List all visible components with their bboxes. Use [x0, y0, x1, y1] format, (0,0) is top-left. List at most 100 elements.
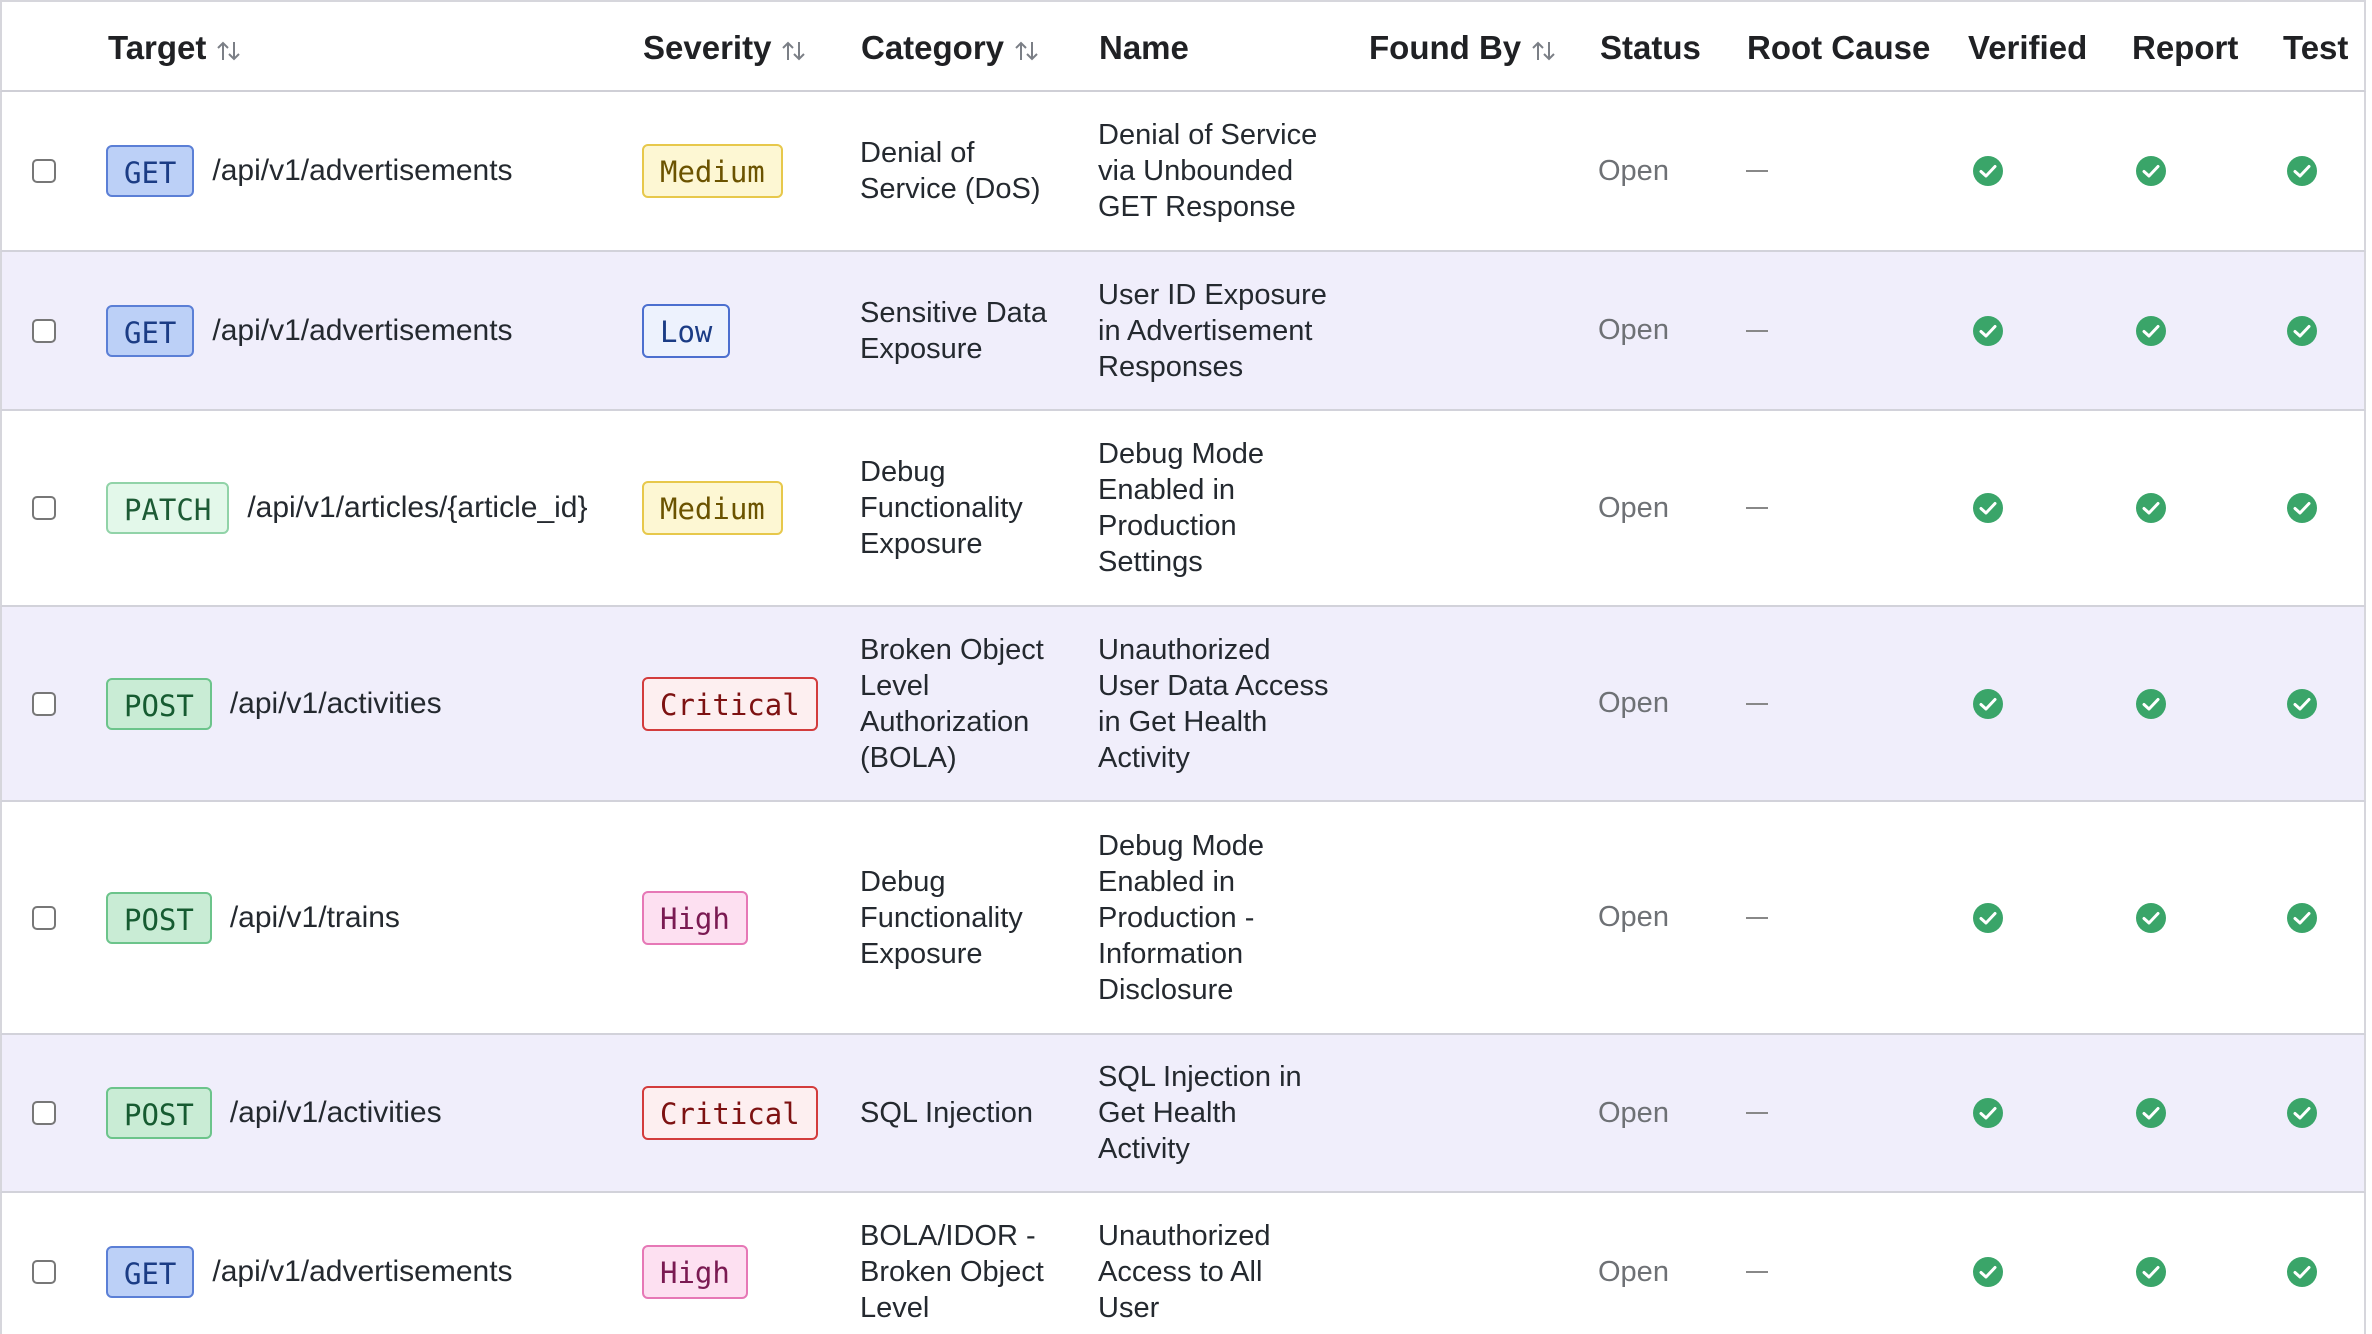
check-circle-icon [2287, 1098, 2317, 1128]
severity-badge: High [642, 1245, 748, 1299]
http-method-badge: GET [106, 145, 195, 197]
table-row[interactable]: PATCH/api/v1/articles/{article_id} Medium… [0, 411, 2366, 607]
column-header-label: Test [2283, 29, 2349, 66]
status-text: Open [1598, 491, 1669, 524]
endpoint-path[interactable]: /api/v1/advertisements [212, 1255, 513, 1288]
check-circle-icon [2287, 688, 2317, 719]
check-circle-icon [1973, 1098, 2003, 1128]
category-text: Debug Functionality Exposure [860, 456, 1023, 560]
row-select-checkbox[interactable] [32, 318, 56, 343]
category-text: SQL Injection [860, 1097, 1034, 1129]
status-text: Open [1598, 154, 1669, 187]
column-header-label: Verified [1968, 29, 2088, 66]
table-row[interactable]: GET/api/v1/advertisements Medium Denial of… [0, 92, 2366, 252]
root-cause-empty [1746, 329, 1768, 332]
check-circle-icon [1973, 1257, 2003, 1287]
column-header-label: Target [108, 29, 207, 66]
status-text: Open [1598, 1255, 1669, 1288]
table-row[interactable]: GET/api/v1/advertisements Low Sensitive Da… [0, 252, 2366, 411]
row-select-checkbox[interactable] [32, 905, 56, 930]
endpoint-path[interactable]: /api/v1/trains [229, 900, 400, 934]
category-text: Denial of Service (DoS) [860, 137, 1041, 205]
severity-badge: Critical [642, 1086, 818, 1140]
column-header-found-by[interactable]: Found By [1369, 2, 1559, 94]
check-circle-icon [2287, 315, 2317, 346]
column-header-label: Status [1600, 29, 1701, 66]
sort-arrows-icon[interactable] [779, 36, 809, 66]
column-header-label: Found By [1369, 29, 1522, 66]
column-header-label: Name [1099, 29, 1189, 66]
check-circle-icon [2136, 1098, 2166, 1128]
check-circle-icon [2287, 1257, 2317, 1287]
table-row[interactable]: POST/api/v1/activities Critical SQL Inject… [0, 1035, 2366, 1193]
check-circle-icon [2136, 156, 2166, 186]
check-circle-icon [2136, 902, 2166, 933]
column-header-severity[interactable]: Severity [643, 2, 809, 94]
check-circle-icon [1973, 156, 2003, 186]
http-method-badge: PATCH [106, 482, 230, 534]
table-row[interactable]: POST/api/v1/activities Critical Broken Obj… [0, 607, 2366, 802]
row-select-checkbox[interactable] [32, 1260, 56, 1284]
check-circle-icon [1973, 493, 2003, 523]
column-header-verified: Verified [1968, 2, 2087, 94]
row-select-checkbox[interactable] [32, 159, 56, 183]
table-row[interactable]: GET/api/v1/advertisements High BOLA/IDOR -… [0, 1193, 2366, 1334]
check-circle-icon [1973, 902, 2003, 933]
table-row[interactable]: POST/api/v1/trains High Debug Functionality… [0, 802, 2366, 1035]
http-method-badge: POST [106, 891, 212, 944]
endpoint-path[interactable]: /api/v1/activities [229, 1096, 442, 1129]
http-method-badge: GET [106, 1246, 195, 1298]
severity-badge: High [642, 890, 748, 945]
endpoint-path[interactable]: /api/v1/articles/{article_id} [247, 491, 588, 524]
finding-name[interactable]: Debug Mode Enabled in Production - Informat… [1098, 829, 1265, 1006]
column-header-label: Root Cause [1747, 29, 1931, 66]
check-circle-icon [2287, 156, 2317, 186]
finding-name[interactable]: Unauthorized User Data Access in Get Healt… [1098, 633, 1329, 774]
check-circle-icon [2287, 902, 2317, 933]
column-header-status: Status [1600, 2, 1701, 94]
finding-name[interactable]: Unauthorized Access to All User [1098, 1220, 1271, 1324]
check-circle-icon [2136, 493, 2166, 523]
severity-badge: Low [642, 303, 731, 358]
column-header-report: Report [2132, 2, 2238, 94]
root-cause-empty [1746, 1271, 1768, 1273]
row-select-checkbox[interactable] [32, 691, 56, 716]
status-text: Open [1598, 1096, 1669, 1129]
check-circle-icon [2136, 315, 2166, 346]
sort-arrows-icon[interactable] [1012, 36, 1042, 66]
check-circle-icon [1973, 315, 2003, 346]
status-text: Open [1598, 901, 1669, 933]
category-text: Debug Functionality Exposure [860, 865, 1023, 970]
check-circle-icon [2136, 1257, 2166, 1287]
status-text: Open [1598, 314, 1669, 346]
endpoint-path[interactable]: /api/v1/advertisements [212, 154, 513, 187]
root-cause-empty [1746, 170, 1768, 172]
row-select-checkbox[interactable] [32, 496, 56, 520]
root-cause-empty [1746, 702, 1768, 705]
root-cause-empty [1746, 1112, 1768, 1114]
endpoint-path[interactable]: /api/v1/activities [229, 686, 442, 720]
column-header-label: Report [2132, 29, 2239, 66]
finding-name[interactable]: User ID Exposure in Advertisement Response… [1098, 278, 1327, 383]
row-select-checkbox[interactable] [32, 1101, 56, 1125]
root-cause-empty [1746, 916, 1768, 919]
severity-badge: Medium [642, 144, 783, 198]
column-header-label: Severity [643, 29, 772, 66]
http-method-badge: POST [106, 677, 212, 730]
finding-name[interactable]: Denial of Service via Unbounded GET Respon… [1098, 119, 1318, 223]
check-circle-icon [1973, 688, 2003, 719]
category-text: BOLA/IDOR - Broken Object Level [860, 1220, 1044, 1324]
endpoint-path[interactable]: /api/v1/advertisements [212, 313, 513, 347]
column-header-target[interactable]: Target [108, 2, 244, 94]
table-header: Target Severity Category Name Found By [0, 0, 2366, 92]
http-method-badge: POST [106, 1087, 212, 1139]
finding-name[interactable]: SQL Injection in Get Health Activity [1098, 1061, 1302, 1165]
sort-arrows-icon[interactable] [1529, 36, 1559, 66]
finding-name[interactable]: Debug Mode Enabled in Production Settings [1098, 438, 1265, 578]
column-header-name: Name [1099, 2, 1189, 94]
status-text: Open [1598, 687, 1669, 719]
column-header-category[interactable]: Category [861, 2, 1042, 94]
sort-arrows-icon[interactable] [214, 36, 244, 66]
column-header-test: Test [2283, 2, 2348, 94]
